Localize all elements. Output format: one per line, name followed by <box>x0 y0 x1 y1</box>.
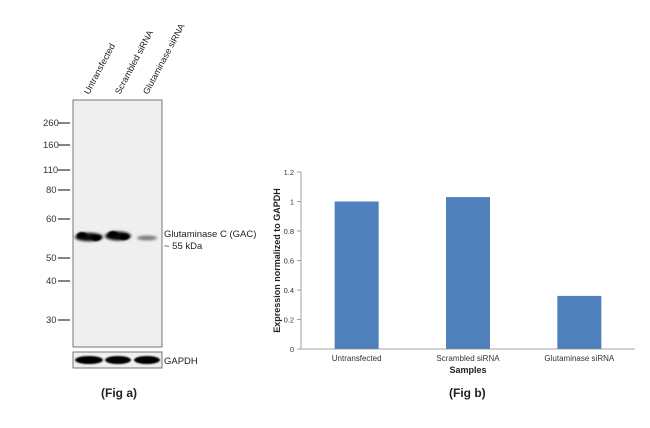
y-tick-label: 0.8 <box>284 227 294 236</box>
bar-scrambled-sirna <box>446 197 490 349</box>
y-tick-label: 1 <box>290 198 294 207</box>
mw-marker-80: 80 <box>46 185 57 196</box>
bar-untransfected <box>334 201 379 349</box>
y-tick-label: 0 <box>290 345 294 354</box>
x-tick-label: Untransfected <box>332 354 382 363</box>
x-axis-tick-labels: Untransfected Scrambled siRNA Glutaminase … <box>332 354 615 363</box>
gac-bands <box>75 231 157 242</box>
gapdh-bands <box>75 356 160 364</box>
band-gapdh-glutaminase-sirna <box>134 356 160 364</box>
x-axis-title: Samples <box>449 365 486 375</box>
fig-a-caption: (Fig a) <box>101 386 137 400</box>
mw-marker-40: 40 <box>46 276 57 287</box>
band-gac-glutaminase-sirna <box>137 235 157 241</box>
band-label-gac: Glutaminase C (GAC) <box>164 229 256 240</box>
mw-marker-260: 260 <box>43 118 59 129</box>
mw-marker-50: 50 <box>46 253 57 264</box>
mw-marker-110: 110 <box>43 165 58 176</box>
band-gapdh-untransfected <box>75 356 103 364</box>
bars <box>334 197 602 349</box>
fig-b-caption: (Fig b) <box>449 386 486 400</box>
y-axis-ticks: 0 0.2 0.4 0.6 0.8 1 1.2 <box>284 168 301 354</box>
band-gapdh-scrambled-sirna <box>105 356 131 364</box>
gapdh-label: GAPDH <box>164 356 198 367</box>
mw-marker-160: 160 <box>43 140 59 151</box>
bar-glutaminase-sirna <box>557 295 602 349</box>
mw-marker-60: 60 <box>46 214 57 225</box>
x-tick-label: Scrambled siRNA <box>436 354 500 363</box>
band-label-size: ~ 55 kDa <box>164 241 203 252</box>
y-axis-title: Expression normalized to GAPDH <box>272 188 282 333</box>
mw-marker-30: 30 <box>46 315 57 326</box>
mw-markers: 260 160 110 80 60 50 40 30 <box>43 118 70 326</box>
y-tick-label: 0.4 <box>284 286 294 295</box>
x-tick-label: Glutaminase siRNA <box>544 354 614 363</box>
y-tick-label: 0.6 <box>284 257 294 266</box>
y-tick-label: 1.2 <box>284 168 294 177</box>
y-tick-label: 0.2 <box>284 316 294 325</box>
blot-membrane <box>72 99 163 348</box>
